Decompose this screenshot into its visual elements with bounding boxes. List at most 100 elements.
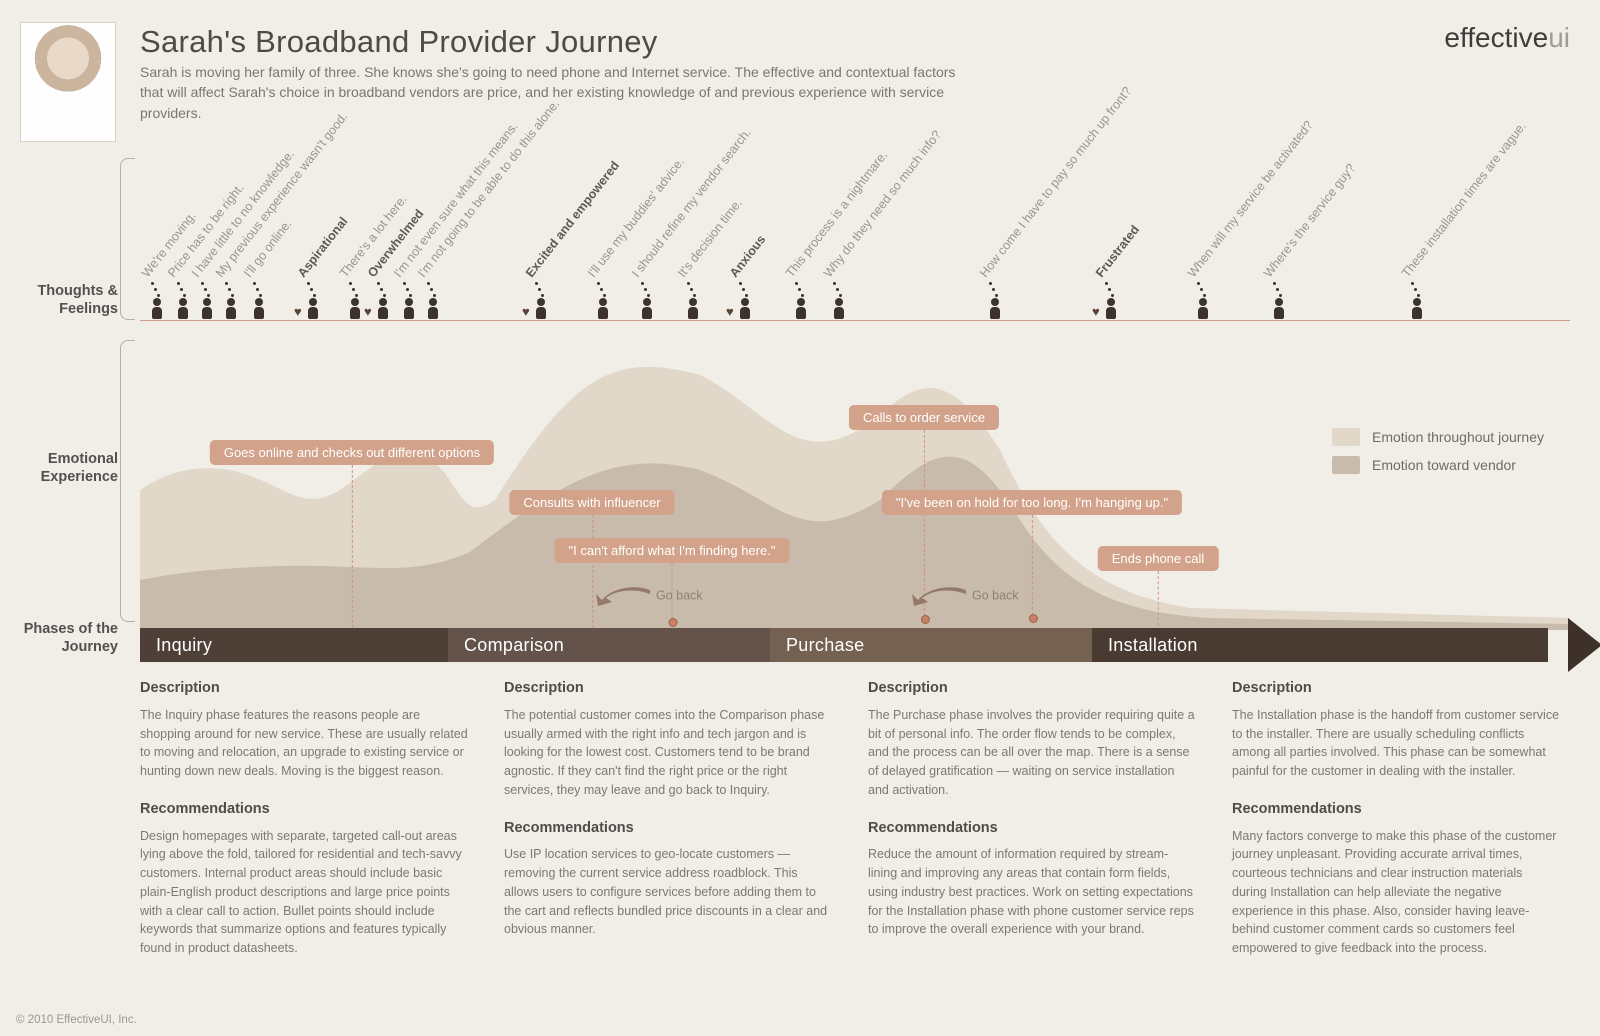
- description-heading: Description: [868, 678, 1196, 700]
- description-heading: Description: [1232, 678, 1560, 700]
- event-pill: Calls to order service: [849, 405, 999, 430]
- brand-suffix: ui: [1548, 22, 1570, 53]
- person-icon: [988, 298, 1002, 320]
- person-icon: [1104, 298, 1118, 320]
- person-icon: [738, 298, 752, 320]
- phase-segment: Comparison: [448, 628, 770, 662]
- thought-marker: ♥Excited and empowered: [532, 298, 550, 320]
- thought-dots: [313, 282, 315, 296]
- thought-marker: Why do they need so much info?: [830, 298, 848, 320]
- person-icon: [376, 298, 390, 320]
- thought-dots: [183, 282, 185, 296]
- person-icon: [224, 298, 238, 320]
- thought-marker: I'll use my buddies' advice.: [594, 298, 612, 320]
- phase-bar-arrowhead: [1568, 618, 1600, 672]
- thought-marker: ♥Aspirational: [304, 298, 322, 320]
- person-icon: [534, 298, 548, 320]
- event-pill: Ends phone call: [1098, 546, 1219, 571]
- person-icon: [252, 298, 266, 320]
- event-pill: Consults with influencer: [509, 490, 674, 515]
- person-icon: [176, 298, 190, 320]
- description-body: The Purchase phase involves the provider…: [868, 706, 1196, 800]
- row-label-emotional: Emotional Experience: [18, 450, 118, 486]
- description-body: The potential customer comes into the Co…: [504, 706, 832, 800]
- person-icon: [1272, 298, 1286, 320]
- thought-label: Anxious: [727, 233, 768, 280]
- person-icon: [200, 298, 214, 320]
- journey-map: Sarah's Broadband Provider Journey Sarah…: [0, 0, 1600, 1036]
- thought-marker: When will my service be activated?: [1194, 298, 1212, 320]
- person-icon: [426, 298, 440, 320]
- thought-marker: I'm not going to be able to do this alon…: [424, 298, 442, 320]
- recommendations-heading: Recommendations: [868, 818, 1196, 840]
- thought-dots: [839, 282, 841, 296]
- row-label-thoughts: Thoughts & Feelings: [18, 282, 118, 318]
- legend: Emotion throughout journey Emotion toward…: [1332, 428, 1544, 484]
- legend-swatch: [1332, 456, 1360, 474]
- goback-label: Go back: [910, 586, 1019, 606]
- page-title: Sarah's Broadband Provider Journey: [140, 24, 658, 60]
- brand-logo: effectiveui: [1444, 22, 1570, 54]
- thought-dots: [541, 282, 543, 296]
- row-label-phases: Phases of the Journey: [18, 620, 118, 656]
- thought-dots: [801, 282, 803, 296]
- event-dot: [1029, 614, 1038, 623]
- phase-column: DescriptionThe Inquiry phase features th…: [140, 678, 468, 958]
- brand-main: effective: [1444, 22, 1548, 53]
- person-icon: [306, 298, 320, 320]
- goback-text: Go back: [972, 588, 1019, 602]
- thought-marker: This process is a nightmare.: [792, 298, 810, 320]
- legend-label: Emotion toward vendor: [1372, 457, 1516, 473]
- phase-column: DescriptionThe Installation phase is the…: [1232, 678, 1560, 958]
- event-dot: [920, 615, 929, 624]
- event-pill: "I've been on hold for too long. I'm han…: [882, 490, 1182, 515]
- thought-dots: [207, 282, 209, 296]
- recommendations-body: Reduce the amount of information require…: [868, 845, 1196, 939]
- thought-marker: How come I have to pay so much up front?: [986, 298, 1004, 320]
- thought-dots: [693, 282, 695, 296]
- recommendations-heading: Recommendations: [140, 799, 468, 821]
- thought-dots: [1111, 282, 1113, 296]
- thought-dots: [259, 282, 261, 296]
- legend-item: Emotion throughout journey: [1332, 428, 1544, 446]
- heart-icon: ♥: [364, 304, 376, 316]
- thought-label: I have little to no knowledge.: [189, 147, 297, 280]
- thought-dots: [355, 282, 357, 296]
- thought-marker: I should refine my vendor search.: [638, 298, 656, 320]
- event-stem: [1032, 515, 1033, 615]
- person-icon: [640, 298, 654, 320]
- thought-dots: [1417, 282, 1419, 296]
- legend-label: Emotion throughout journey: [1372, 429, 1544, 445]
- heart-icon: ♥: [294, 304, 306, 316]
- phase-bar: InquiryComparisonPurchaseInstallation: [140, 628, 1580, 662]
- event-pill: Goes online and checks out different opt…: [210, 440, 494, 465]
- thought-dots: [231, 282, 233, 296]
- thought-label: I'm not even sure what this means.: [391, 119, 521, 280]
- thought-marker: It's decision time.: [684, 298, 702, 320]
- heart-icon: ♥: [522, 304, 534, 316]
- recommendations-body: Use IP location services to geo-locate c…: [504, 845, 832, 939]
- thought-marker: ♥Anxious: [736, 298, 754, 320]
- thought-dots: [433, 282, 435, 296]
- thought-dots: [383, 282, 385, 296]
- thought-marker: There's a lot here.: [346, 298, 364, 320]
- thought-dots: [1203, 282, 1205, 296]
- legend-swatch: [1332, 428, 1360, 446]
- persona-avatar: [20, 22, 116, 142]
- thought-marker: ♥Frustrated: [1102, 298, 1120, 320]
- thought-dots: [647, 282, 649, 296]
- phase-segment: Installation: [1092, 628, 1548, 662]
- thought-marker: I have little to no knowledge.: [198, 298, 216, 320]
- thought-marker: I'll go online.: [250, 298, 268, 320]
- event-dot: [669, 618, 678, 627]
- person-icon: [1196, 298, 1210, 320]
- goback-arrow-icon: [910, 586, 968, 606]
- thoughts-strip: We're moving.Price has to be right.I hav…: [140, 158, 1570, 320]
- heart-icon: ♥: [726, 304, 738, 316]
- thought-marker: ♥Overwhelmed: [374, 298, 392, 320]
- event-stem: [1158, 571, 1159, 631]
- thought-marker: I'm not even sure what this means.: [400, 298, 418, 320]
- person-icon: [596, 298, 610, 320]
- goback-arrow-icon: [594, 586, 652, 606]
- description-heading: Description: [140, 678, 468, 700]
